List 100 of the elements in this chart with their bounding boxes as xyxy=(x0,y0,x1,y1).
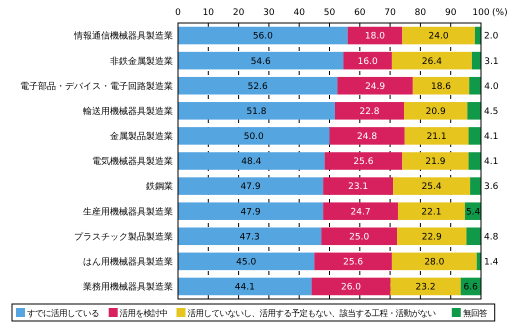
x-tick-label: 60 xyxy=(354,8,366,18)
bar xyxy=(397,227,466,246)
bar xyxy=(314,252,392,270)
legend-label: 無回答 xyxy=(462,308,487,318)
data-label: 22.9 xyxy=(422,232,442,242)
data-label: 25.6 xyxy=(343,258,364,268)
bar xyxy=(404,127,469,145)
bar xyxy=(393,177,470,195)
bar xyxy=(312,278,390,296)
data-label: 51.8 xyxy=(246,106,267,117)
data-label: 16.0 xyxy=(358,56,378,67)
data-label: 4.5 xyxy=(484,106,498,117)
data-label: 3.1 xyxy=(484,56,499,67)
y-tick-label: プラスチック製品製造業 xyxy=(74,231,173,242)
bar xyxy=(323,177,394,195)
data-label: 47.3 xyxy=(240,232,260,242)
data-label: 18.6 xyxy=(430,82,452,92)
data-label: 6.6 xyxy=(464,282,478,293)
bar xyxy=(402,152,469,170)
bar xyxy=(348,26,402,44)
bar xyxy=(178,252,314,270)
bar xyxy=(178,227,322,246)
data-label: 45.0 xyxy=(236,258,256,268)
bar xyxy=(392,52,472,70)
bar xyxy=(178,76,338,95)
x-tick-label: 70 xyxy=(384,8,396,18)
data-label: 25.6 xyxy=(353,157,374,168)
data-label: 1.4 xyxy=(484,258,499,268)
x-tick-label: 0 xyxy=(175,8,182,18)
bar xyxy=(468,127,481,145)
legend-label: すでに活用している xyxy=(27,308,99,318)
bar xyxy=(334,102,404,120)
bar xyxy=(390,278,461,296)
bar xyxy=(178,202,324,220)
x-tick-label: 100 xyxy=(472,8,490,18)
data-label: 52.6 xyxy=(248,82,268,92)
data-label: 22.8 xyxy=(359,106,380,117)
x-tick-label: 90 xyxy=(444,8,457,18)
data-label: 23.1 xyxy=(348,182,368,192)
y-tick-label: 電子部品・デバイス・電子回路製造業 xyxy=(20,80,173,92)
data-label: 26.4 xyxy=(422,56,442,67)
data-label: 21.9 xyxy=(425,157,446,168)
data-label: 50.0 xyxy=(244,132,264,142)
legend-label: 活用を検討中 xyxy=(120,308,168,318)
x-tick-label: 40 xyxy=(293,8,306,18)
x-tick-label: 20 xyxy=(232,8,245,18)
y-tick-label: 鉄鋼業 xyxy=(146,181,173,192)
data-label: 4.1 xyxy=(484,157,498,168)
data-label: 5.4 xyxy=(466,207,481,218)
bar xyxy=(412,76,470,95)
data-label: 23.2 xyxy=(416,282,436,293)
bar xyxy=(398,202,465,220)
bar xyxy=(469,76,482,95)
data-label: 44.1 xyxy=(234,282,255,293)
data-label: 24.9 xyxy=(365,82,386,92)
data-label: 24.0 xyxy=(428,32,449,42)
bar xyxy=(404,102,468,120)
data-label: 47.9 xyxy=(240,207,261,218)
x-axis-title: (%) xyxy=(492,8,508,18)
data-label: 56.0 xyxy=(252,32,274,42)
bar xyxy=(178,127,330,145)
bar xyxy=(178,152,325,170)
data-label: 47.9 xyxy=(240,182,261,192)
data-label: 24.7 xyxy=(350,207,371,218)
bar xyxy=(178,177,324,195)
data-label: 25.4 xyxy=(422,182,442,192)
data-label: 3.6 xyxy=(484,182,499,192)
bar xyxy=(466,227,481,246)
y-tick-label: 情報通信機械器具製造業 xyxy=(73,30,173,42)
data-label: 48.4 xyxy=(241,157,262,168)
y-tick-label: 非鉄金属製造業 xyxy=(110,56,173,67)
y-tick-label: 金属製品製造業 xyxy=(110,131,173,142)
bar xyxy=(321,227,398,246)
data-label: 20.9 xyxy=(426,106,446,117)
bar xyxy=(343,52,392,70)
data-label: 54.6 xyxy=(250,56,272,67)
bar xyxy=(178,52,344,70)
data-label: 25.0 xyxy=(349,232,370,242)
y-tick-label: 電気機械器具製造業 xyxy=(92,156,173,168)
bar xyxy=(323,202,398,220)
y-tick-label: 生産用機械器具製造業 xyxy=(83,206,173,218)
data-label: 26.0 xyxy=(340,282,362,293)
bar xyxy=(178,278,312,296)
data-label: 28.0 xyxy=(424,258,445,268)
data-label: 4.8 xyxy=(484,232,499,242)
data-label: 22.1 xyxy=(421,207,442,218)
data-label: 2.0 xyxy=(484,32,499,42)
bar xyxy=(402,26,475,44)
data-label: 18.0 xyxy=(364,32,386,42)
y-tick-label: はん用機械器具製造業 xyxy=(83,256,173,268)
x-tick-label: 30 xyxy=(263,8,275,18)
x-tick-label: 10 xyxy=(202,8,214,18)
bar xyxy=(470,177,481,195)
data-label: 4.0 xyxy=(484,82,499,92)
bar xyxy=(392,252,477,270)
bar xyxy=(467,102,481,120)
data-label: 24.8 xyxy=(357,132,378,142)
bar xyxy=(337,76,413,95)
bar xyxy=(178,102,335,120)
bar xyxy=(324,152,402,170)
